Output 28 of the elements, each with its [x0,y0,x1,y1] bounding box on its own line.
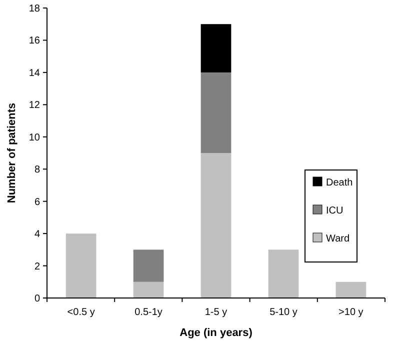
y-tick-label: 14 [28,68,40,79]
y-tick-label: 0 [34,294,40,304]
y-tick-label: 4 [34,229,40,240]
x-axis-title: Age (in years) [180,327,253,339]
legend-label: ICU [326,206,344,216]
x-tick-label: 0.5-1y [134,307,162,318]
bar [336,282,366,298]
x-tick-label: >10 y [338,307,364,318]
y-tick-label: 10 [28,132,40,144]
bar [200,72,232,153]
y-tick-label: 18 [28,4,40,14]
bar [133,250,164,282]
legend-label: Ward [326,234,350,244]
y-tick-label: 12 [28,100,40,112]
bar [200,24,232,72]
x-tick-label: 5-10 y [270,307,298,318]
y-tick-label: 6 [34,196,40,208]
y-axis-title: Number of patients [6,102,18,204]
bar [268,250,299,298]
y-tick-label: 16 [28,36,40,47]
y-tick-label: 8 [34,164,40,176]
y-tick-label: 2 [34,261,40,272]
bar [200,153,232,298]
x-tick-label: <0.5 y [67,307,95,318]
bar [133,282,164,298]
x-tick-label: 1-5 y [204,307,228,318]
legend-label: Death [326,178,353,188]
bar [66,234,96,298]
